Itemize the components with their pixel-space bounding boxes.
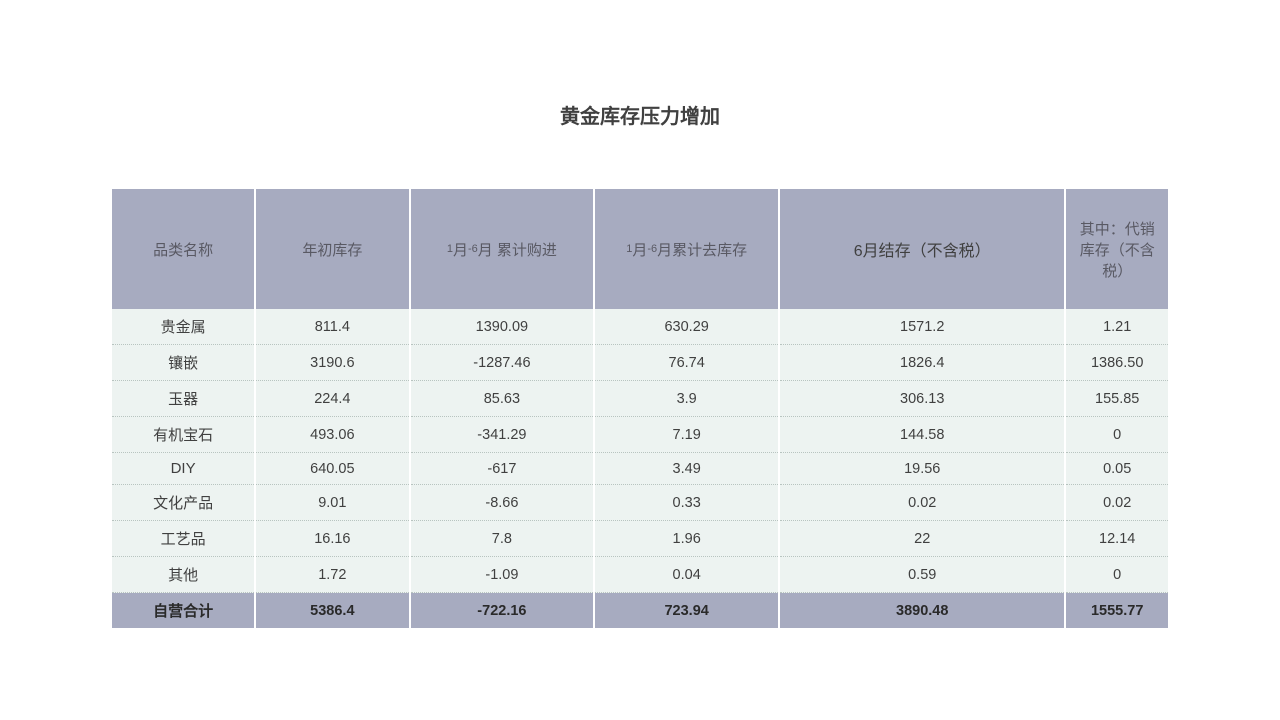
- cell-destock: 630.29: [595, 309, 778, 345]
- cell-purchases: -1.09: [411, 557, 594, 593]
- table-row: 镶嵌3190.6-1287.4676.741826.41386.50: [112, 345, 1168, 381]
- col-consignment: 其中：代销库存（不含税）: [1066, 189, 1168, 309]
- col-opening-stock: 年初库存: [256, 189, 408, 309]
- cell-purchases: -341.29: [411, 417, 594, 453]
- cell-destock: 0.33: [595, 485, 778, 521]
- cell-destock: 76.74: [595, 345, 778, 381]
- cell-purchases: -8.66: [411, 485, 594, 521]
- cell-total-consign: 1555.77: [1066, 593, 1168, 628]
- cell-total-purchases: -722.16: [411, 593, 594, 628]
- cell-total-june: 3890.48: [780, 593, 1064, 628]
- cell-purchases: 1390.09: [411, 309, 594, 345]
- cell-destock: 1.96: [595, 521, 778, 557]
- cell-category: 其他: [112, 557, 254, 593]
- cell-category: 有机宝石: [112, 417, 254, 453]
- page-title: 黄金库存压力增加: [110, 100, 1170, 129]
- cell-opening: 493.06: [256, 417, 408, 453]
- cell-june: 144.58: [780, 417, 1064, 453]
- cell-category: 工艺品: [112, 521, 254, 557]
- cell-june: 1826.4: [780, 345, 1064, 381]
- table-row: 玉器224.485.633.9306.13155.85: [112, 381, 1168, 417]
- cell-category: 文化产品: [112, 485, 254, 521]
- cell-opening: 1.72: [256, 557, 408, 593]
- cell-destock: 0.04: [595, 557, 778, 593]
- cell-destock: 3.49: [595, 453, 778, 485]
- cell-category: 玉器: [112, 381, 254, 417]
- cell-opening: 9.01: [256, 485, 408, 521]
- cell-june: 1571.2: [780, 309, 1064, 345]
- col-purchases: 1月-6月 累计购进: [411, 189, 594, 309]
- cell-consign: 0: [1066, 557, 1168, 593]
- table-row: 工艺品16.167.81.962212.14: [112, 521, 1168, 557]
- table-row: 文化产品9.01-8.660.330.020.02: [112, 485, 1168, 521]
- table-row: 其他1.72-1.090.040.590: [112, 557, 1168, 593]
- cell-opening: 640.05: [256, 453, 408, 485]
- cell-purchases: -1287.46: [411, 345, 594, 381]
- cell-purchases: -617: [411, 453, 594, 485]
- cell-opening: 16.16: [256, 521, 408, 557]
- cell-consign: 1386.50: [1066, 345, 1168, 381]
- table-row: 贵金属811.41390.09630.291571.21.21: [112, 309, 1168, 345]
- cell-destock: 3.9: [595, 381, 778, 417]
- cell-consign: 0: [1066, 417, 1168, 453]
- cell-june: 0.02: [780, 485, 1064, 521]
- cell-total-destock: 723.94: [595, 593, 778, 628]
- table-total-row: 自营合计5386.4-722.16723.943890.481555.77: [112, 593, 1168, 628]
- cell-category: DIY: [112, 453, 254, 485]
- cell-opening: 224.4: [256, 381, 408, 417]
- cell-consign: 1.21: [1066, 309, 1168, 345]
- col-category: 品类名称: [112, 189, 254, 309]
- cell-total-opening: 5386.4: [256, 593, 408, 628]
- cell-consign: 12.14: [1066, 521, 1168, 557]
- cell-opening: 811.4: [256, 309, 408, 345]
- cell-consign: 155.85: [1066, 381, 1168, 417]
- cell-consign: 0.02: [1066, 485, 1168, 521]
- table-row: 有机宝石493.06-341.297.19144.580: [112, 417, 1168, 453]
- cell-category: 贵金属: [112, 309, 254, 345]
- inventory-table: 品类名称 年初库存 1月-6月 累计购进 1月-6月累计去库存 6月结存（不含税…: [110, 189, 1170, 628]
- cell-consign: 0.05: [1066, 453, 1168, 485]
- cell-june: 22: [780, 521, 1064, 557]
- cell-category: 镶嵌: [112, 345, 254, 381]
- cell-purchases: 7.8: [411, 521, 594, 557]
- cell-june: 306.13: [780, 381, 1064, 417]
- cell-june: 0.59: [780, 557, 1064, 593]
- cell-destock: 7.19: [595, 417, 778, 453]
- cell-june: 19.56: [780, 453, 1064, 485]
- cell-total-label: 自营合计: [112, 593, 254, 628]
- col-june-balance: 6月结存（不含税）: [780, 189, 1064, 309]
- col-destock: 1月-6月累计去库存: [595, 189, 778, 309]
- table-row: DIY640.05-6173.4919.560.05: [112, 453, 1168, 485]
- cell-opening: 3190.6: [256, 345, 408, 381]
- table-header-row: 品类名称 年初库存 1月-6月 累计购进 1月-6月累计去库存 6月结存（不含税…: [112, 189, 1168, 309]
- cell-purchases: 85.63: [411, 381, 594, 417]
